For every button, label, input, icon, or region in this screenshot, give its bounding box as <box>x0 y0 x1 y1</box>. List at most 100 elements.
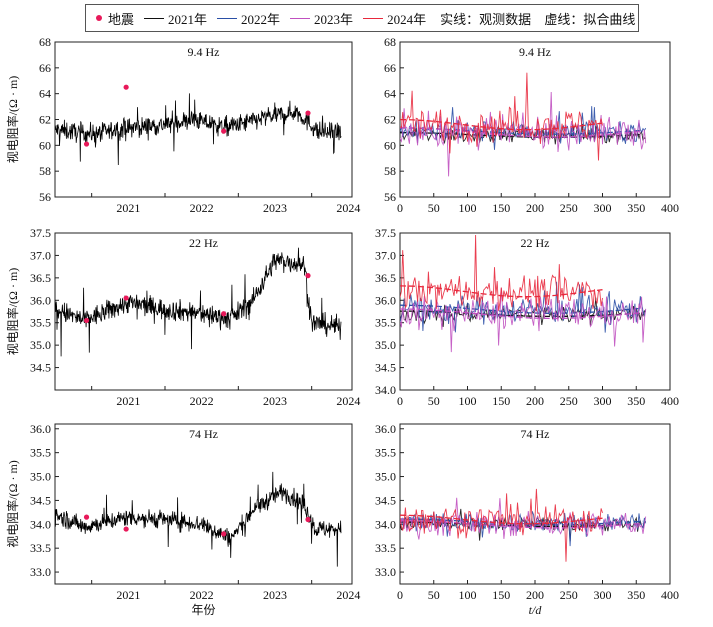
earthquake-marker <box>83 317 90 324</box>
y-tick-label: 33.0 <box>375 565 396 579</box>
plot-area <box>400 488 647 562</box>
y-axis-label: 视电阻率/(Ω · m) <box>5 268 20 356</box>
legend-earthquake: 地震 <box>96 9 134 28</box>
earthquake-marker <box>221 311 227 317</box>
x-tick-label: 200 <box>526 394 544 408</box>
x-tick-label: 350 <box>627 394 645 408</box>
panel-title: 9.4 Hz <box>519 45 551 59</box>
y-tick-label: 36.5 <box>30 271 51 285</box>
y-tick-label: 34.5 <box>30 493 51 507</box>
y-tick-label: 35.0 <box>30 338 51 352</box>
legend-solid-note: 实线：观测数据 <box>440 11 532 27</box>
series-line-2021年 <box>400 123 646 145</box>
x-tick-label: 2021 <box>116 201 140 215</box>
x-tick-label: 300 <box>594 394 612 408</box>
panel-title: 74 Hz <box>521 427 550 441</box>
series-line-2022年 <box>400 281 647 333</box>
plot-area <box>55 247 342 357</box>
series-line-2024年 <box>400 72 603 161</box>
x-tick-label: 300 <box>594 201 612 215</box>
plot-frame <box>54 232 353 391</box>
y-tick-label: 62 <box>384 113 396 127</box>
earthquake-marker <box>83 141 90 147</box>
earthquake-marker <box>123 84 129 90</box>
chart-panel-left-middle: 22 Hz 34.5 35.0 35.5 36.0 36.5 37.0 37.5 2021 202… <box>5 226 360 408</box>
legend-earthquake-label: 地震 <box>108 11 135 27</box>
y-tick-label: 36.0 <box>30 422 51 436</box>
y-tick-label: 34.0 <box>375 517 396 531</box>
plot-area <box>55 84 342 166</box>
x-tick-label: 0 <box>397 394 403 408</box>
earthquake-marker <box>221 128 227 134</box>
earthquake-marker <box>221 531 227 537</box>
series-line-2024年 <box>400 234 603 312</box>
x-axis-label: 年份 <box>191 603 215 617</box>
chart-panel-left-top: 9.4 Hz 56 58 60 62 64 66 68 2021 2022 2023 2024 视电阻率… <box>5 35 360 215</box>
y-tick-label: 36.0 <box>375 422 396 436</box>
x-tick-label: 150 <box>492 394 510 408</box>
earthquake-marker <box>123 295 129 301</box>
x-tick-label: 50 <box>428 394 440 408</box>
line-swatch-icon <box>363 17 384 19</box>
x-tick-label: 2022 <box>190 201 214 215</box>
y-tick-label: 37.5 <box>375 226 396 240</box>
earthquake-marker <box>83 514 90 520</box>
x-tick-label: 2024 <box>336 588 360 602</box>
y-tick-label: 35.5 <box>30 446 51 460</box>
y-tick-label: 35.5 <box>375 446 396 460</box>
x-tick-label: 50 <box>428 201 440 215</box>
x-tick-label: 400 <box>661 201 679 215</box>
chart-panel-right-middle: 22 Hz 34.0 34.5 35.0 35.5 36.0 36.5 37.0 37.5 0 50… <box>375 226 679 408</box>
legend-year-2021: 2021年 <box>144 9 207 28</box>
y-tick-label: 66 <box>384 61 396 75</box>
y-tick-label: 62 <box>39 113 51 127</box>
y-tick-label: 37.0 <box>375 248 396 262</box>
legend-year-2022: 2022年 <box>217 9 280 28</box>
legend-year-label: 2022年 <box>241 11 281 27</box>
y-axis-label: 视电阻率/(Ω · m) <box>5 460 20 548</box>
x-tick-label: 2023 <box>263 201 287 215</box>
fit-curve-2023年 <box>400 127 644 138</box>
y-tick-label: 33.5 <box>375 541 396 555</box>
y-tick-label: 33.0 <box>30 565 51 579</box>
legend-year-2024: 2024年 <box>363 9 426 28</box>
fit-curve-2024年 <box>400 285 603 298</box>
observed-series-line <box>55 247 342 357</box>
fit-curve-2021年 <box>400 310 644 318</box>
x-tick-label: 250 <box>560 201 578 215</box>
chart-legend: 地震 2021年 2022年 2023年 2024年 实线：观测数据 虚线：拟合… <box>85 4 639 32</box>
x-axis-label: t/d <box>529 603 543 617</box>
y-tick-label: 56 <box>384 190 396 204</box>
fit-curve-2023年 <box>400 308 644 320</box>
x-tick-label: 50 <box>428 588 440 602</box>
legend-notes: 实线：观测数据 虚线：拟合曲线 <box>440 9 645 28</box>
x-tick-label: 100 <box>459 201 477 215</box>
legend-year-label: 2024年 <box>387 11 427 27</box>
plot-area <box>400 234 647 353</box>
y-tick-label: 66 <box>39 61 51 75</box>
y-tick-label: 35.0 <box>375 338 396 352</box>
x-tick-label: 2024 <box>336 394 360 408</box>
y-tick-label: 35.0 <box>375 470 396 484</box>
panel-title: 74 Hz <box>189 427 218 441</box>
y-tick-label: 37.5 <box>30 226 51 240</box>
y-tick-label: 64 <box>39 87 51 101</box>
series-line-2023年 <box>400 91 647 177</box>
observed-series-line <box>55 93 342 166</box>
x-tick-label: 100 <box>459 588 477 602</box>
earthquake-marker <box>305 516 311 523</box>
panel-title: 9.4 Hz <box>188 45 220 59</box>
fit-curve-2022年 <box>400 304 644 314</box>
x-tick-label: 0 <box>397 201 403 215</box>
y-tick-label: 34.5 <box>375 493 396 507</box>
y-tick-label: 34.5 <box>30 361 51 375</box>
y-axis-label: 视电阻率/(Ω · m) <box>5 76 20 164</box>
x-tick-label: 200 <box>526 201 544 215</box>
y-tick-label: 35.5 <box>375 316 396 330</box>
observed-series-line <box>55 471 342 567</box>
y-tick-label: 33.5 <box>30 541 51 555</box>
chart-panel-right-top: 9.4 Hz 56 58 60 62 64 66 68 0 50 100 150 200 250 300 35… <box>384 35 679 215</box>
plot-frame <box>399 423 671 585</box>
y-tick-label: 64 <box>384 87 396 101</box>
line-swatch-icon <box>217 17 238 19</box>
